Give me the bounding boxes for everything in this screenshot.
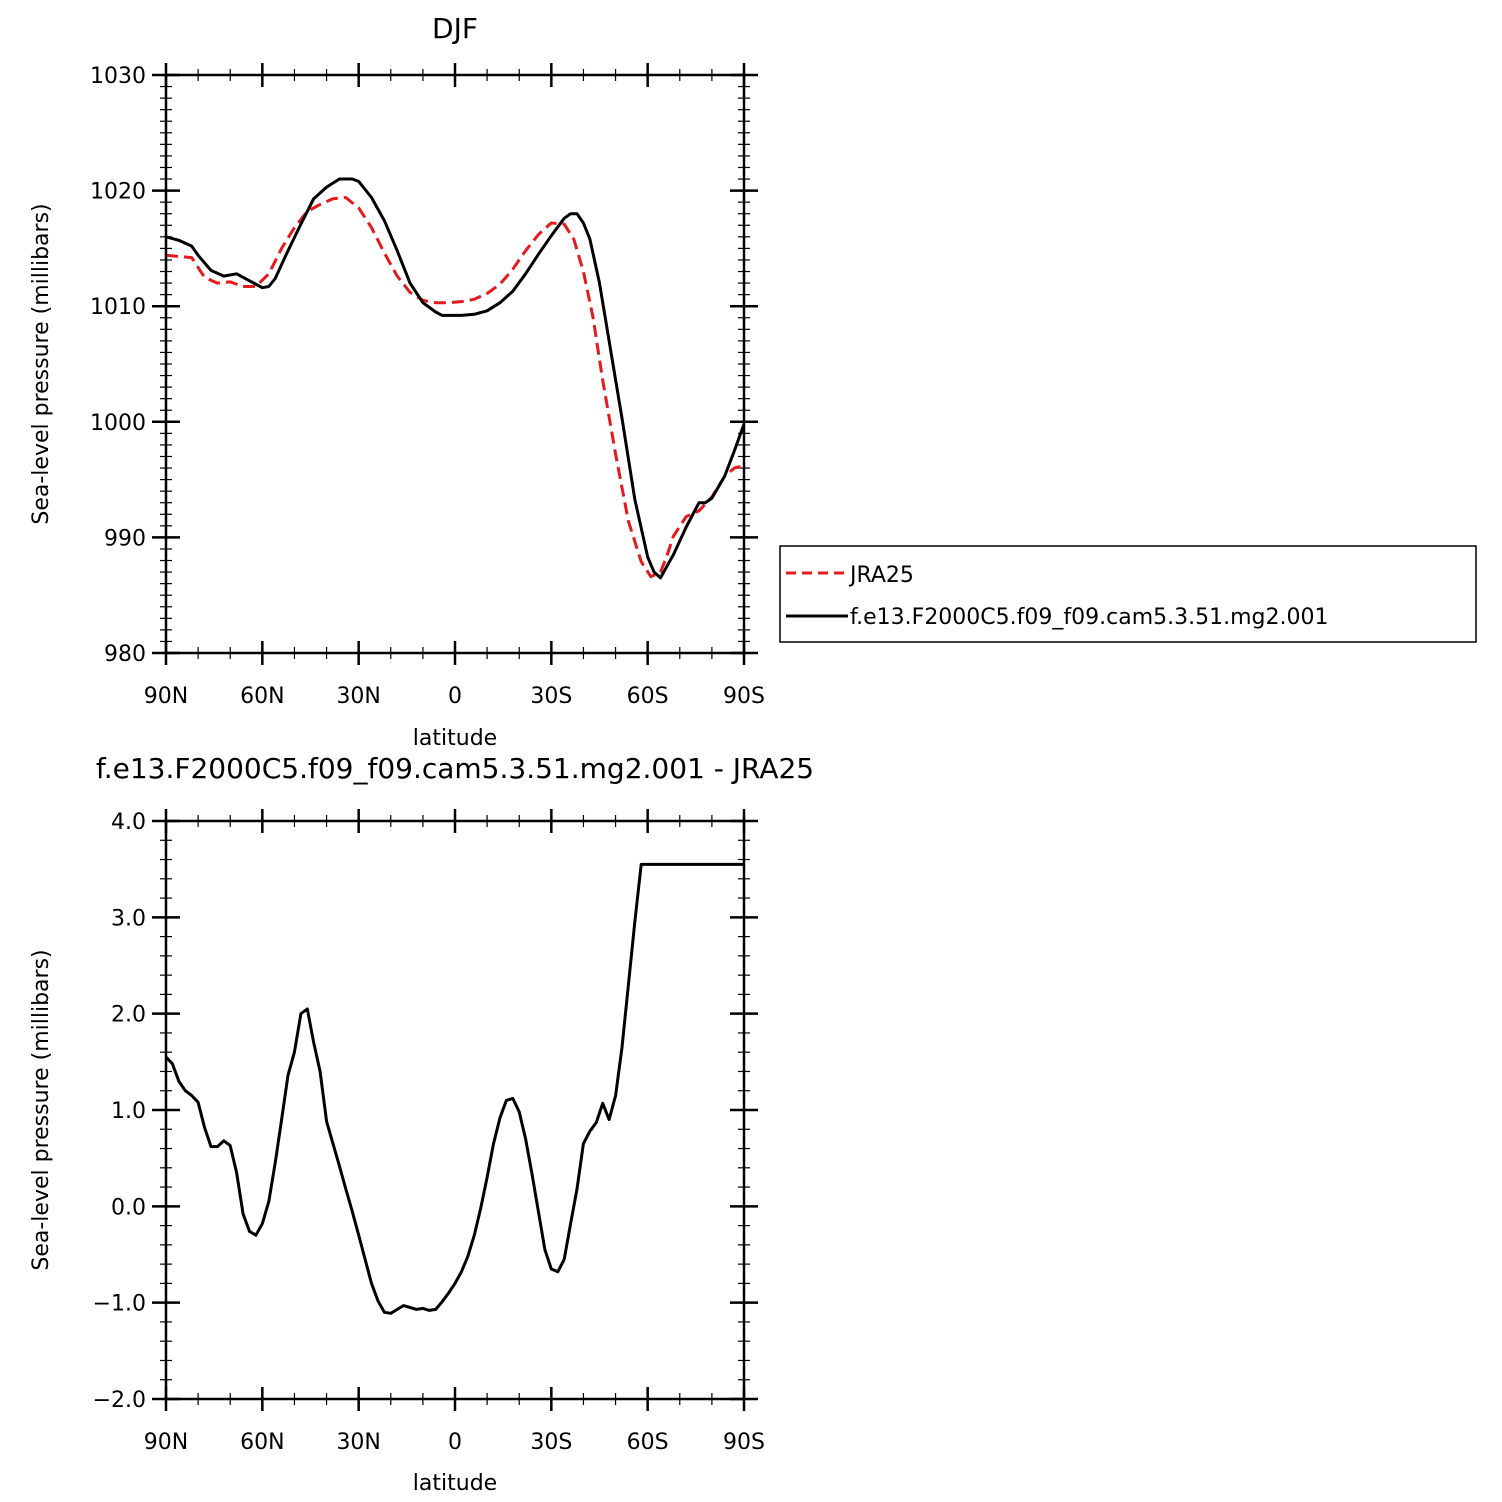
x-tick-label: 90S [723,1430,765,1455]
chart-title: DJF [432,12,478,45]
series-line-0 [164,862,744,1315]
chart-title: f.e13.F2000C5.f09_f09.cam5.3.51.mg2.001 … [96,752,814,785]
slp-line-chart: DJF 980 990 1000 1010 1020 1030 90N 60N 30N 0 30S 6… [29,12,1477,751]
legend-label-model: f.e13.F2000C5.f09_f09.cam5.3.51.mg2.001 [850,605,1328,630]
y-tick-label: 4.0 [111,810,146,835]
plot-frame [164,819,746,1401]
x-tick-label: 0 [448,684,462,709]
x-tick-label: 60S [627,1430,669,1455]
y-tick-label: −2.0 [93,1388,146,1413]
series-layer [165,177,746,580]
legend: JRA25 f.e13.F2000C5.f09_f09.cam5.3.51.mg… [779,545,1477,643]
y-tick-label: 0.0 [111,1195,146,1220]
y-tick-label: 1010 [90,295,146,320]
legend-box [779,545,1477,643]
y-axis-label: Sea-level pressure (millibars) [29,949,54,1270]
y-tick-label: 1.0 [111,1099,146,1124]
x-axis-label: latitude [413,726,497,751]
y-tick-label: 990 [104,526,146,551]
series-line-0 [165,196,745,579]
y-tick-label: 980 [104,642,146,667]
x-tick-label: 30N [336,684,380,709]
slp-difference-chart: f.e13.F2000C5.f09_f09.cam5.3.51.mg2.001 … [29,752,814,1496]
x-tick-label: 90S [723,684,765,709]
legend-label-jra25: JRA25 [848,563,914,588]
y-tick-label: 2.0 [111,1003,146,1028]
x-axis-label: latitude [413,1471,497,1496]
y-axis-label: Sea-level pressure (millibars) [29,203,54,524]
series-line-1 [165,177,746,580]
axis-ticks: −2.0 −1.0 0.0 1.0 2.0 3.0 4.0 90N 60N 30N 0 30S 60S 9… [93,809,765,1455]
y-tick-label: −1.0 [93,1292,146,1317]
plot-frame [164,73,746,655]
x-tick-label: 60N [240,684,284,709]
x-tick-label: 60S [627,684,669,709]
series-layer [164,862,744,1315]
x-tick-label: 0 [448,1430,462,1455]
x-tick-label: 30S [530,1430,572,1455]
y-tick-label: 1000 [90,411,146,436]
y-tick-label: 1020 [90,180,146,205]
x-tick-label: 30S [530,684,572,709]
y-tick-label: 3.0 [111,906,146,931]
axis-ticks: 980 990 1000 1010 1020 1030 90N 60N 30N 0 30S 60S 90… [90,63,765,709]
x-tick-label: 60N [240,1430,284,1455]
x-tick-label: 30N [336,1430,380,1455]
x-tick-label: 90N [144,684,188,709]
x-tick-label: 90N [144,1430,188,1455]
y-tick-label: 1030 [90,64,146,89]
